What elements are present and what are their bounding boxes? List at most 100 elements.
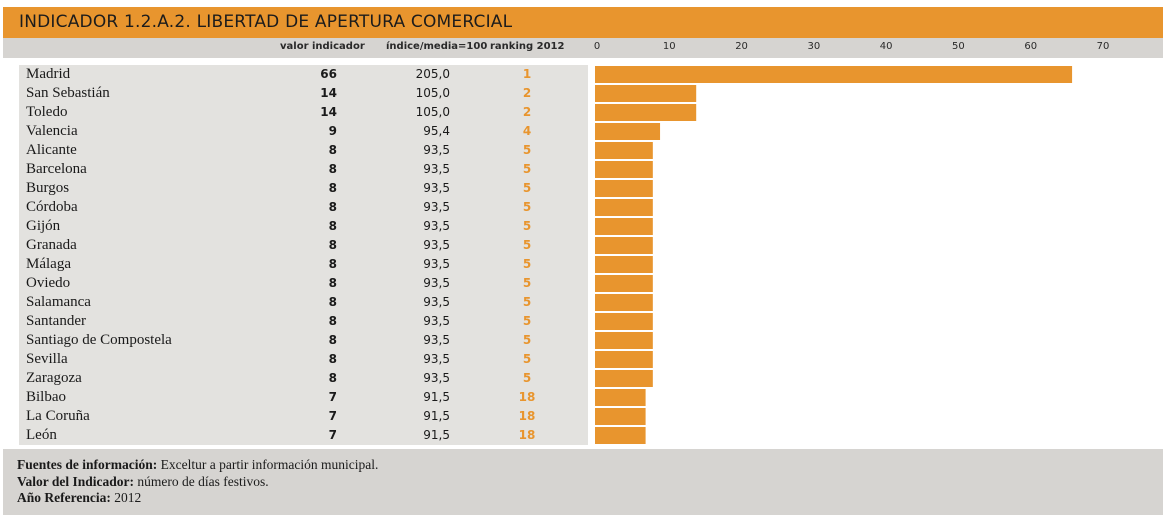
table-row: Málaga 8 93,5 5 xyxy=(19,255,588,274)
valor-indicador: 8 xyxy=(328,371,337,385)
table-row: Barcelona 8 93,5 5 xyxy=(19,160,588,179)
valor-indicador: 8 xyxy=(328,219,337,233)
indice-media: 105,0 xyxy=(415,105,450,119)
indice-media: 93,5 xyxy=(423,371,450,385)
column-header-bar xyxy=(3,38,1163,58)
table-row: Salamanca 8 93,5 5 xyxy=(19,293,588,312)
ranking-value: 5 xyxy=(522,352,532,366)
table-row: San Sebastián 14 105,0 2 xyxy=(19,84,588,103)
indice-media: 93,5 xyxy=(423,276,450,290)
city-name: Santiago de Compostela xyxy=(26,332,172,348)
valor-indicador: 8 xyxy=(328,333,337,347)
city-name: Sevilla xyxy=(26,351,68,367)
ranking-value: 5 xyxy=(522,143,532,157)
bar xyxy=(595,313,653,330)
anio-label: Año Referencia: xyxy=(17,490,111,505)
city-name: Oviedo xyxy=(26,275,71,291)
x-tick-label: 20 xyxy=(735,41,748,52)
bar xyxy=(595,199,653,216)
ranking-value: 5 xyxy=(522,314,532,328)
bar xyxy=(595,142,653,159)
footer-anio: Año Referencia: 2012 xyxy=(17,490,1163,507)
bar xyxy=(595,218,653,235)
table-row: Oviedo 8 93,5 5 xyxy=(19,274,588,293)
bar xyxy=(595,275,653,292)
valor-text: número de días festivos. xyxy=(134,473,269,489)
indice-media: 93,5 xyxy=(423,219,450,233)
valor-indicador: 8 xyxy=(328,257,337,271)
ranking-value: 5 xyxy=(522,219,532,233)
indice-media: 93,5 xyxy=(423,181,450,195)
table-row: Córdoba 8 93,5 5 xyxy=(19,198,588,217)
x-tick-label: 30 xyxy=(807,41,821,52)
indice-media: 93,5 xyxy=(423,143,450,157)
x-tick-label: 50 xyxy=(952,41,965,52)
indice-media: 91,5 xyxy=(423,409,450,423)
ranking-value: 5 xyxy=(522,200,532,214)
x-tick-label: 70 xyxy=(1096,41,1110,52)
footer-notes: Fuentes de información: Exceltur a parti… xyxy=(3,449,1163,515)
bar xyxy=(595,237,653,254)
x-tick-label: 0 xyxy=(593,41,601,52)
valor-indicador: 8 xyxy=(328,200,337,214)
header-indice-media: índice/media=100 xyxy=(386,41,488,52)
bar xyxy=(595,66,1073,83)
indice-media: 95,4 xyxy=(423,124,450,138)
anio-text: 2012 xyxy=(110,490,142,505)
bar xyxy=(595,161,653,178)
city-name: León xyxy=(26,427,57,443)
header-valor-indicador: valor indicador xyxy=(280,41,365,52)
valor-indicador: 7 xyxy=(328,390,337,404)
bar xyxy=(595,85,697,102)
city-name: Barcelona xyxy=(26,161,87,177)
city-name: Zaragoza xyxy=(26,370,82,386)
bar xyxy=(595,104,697,121)
city-name: Toledo xyxy=(26,104,68,120)
bar xyxy=(595,332,653,349)
ranking-value: 4 xyxy=(522,124,532,138)
table-row: Gijón 8 93,5 5 xyxy=(19,217,588,236)
valor-label: Valor del Indicador: xyxy=(17,473,135,489)
valor-indicador: 8 xyxy=(328,162,337,176)
table-row: Bilbao 7 91,5 18 xyxy=(19,388,588,407)
ranking-value: 5 xyxy=(522,238,532,252)
ranking-value: 1 xyxy=(522,67,532,81)
table-row: Sevilla 8 93,5 5 xyxy=(19,350,588,369)
bar xyxy=(595,256,653,273)
indice-media: 205,0 xyxy=(415,67,450,81)
valor-indicador: 8 xyxy=(328,238,337,252)
table-row: Granada 8 93,5 5 xyxy=(19,236,588,255)
city-name: Granada xyxy=(26,237,77,253)
ranking-value: 5 xyxy=(522,333,532,347)
valor-indicador: 9 xyxy=(328,124,337,138)
table-row: Madrid 66 205,0 1 xyxy=(19,65,588,84)
valor-indicador: 8 xyxy=(328,143,337,157)
valor-indicador: 14 xyxy=(320,86,337,100)
bar xyxy=(595,123,661,140)
indice-media: 93,5 xyxy=(423,314,450,328)
ranking-value: 18 xyxy=(518,390,536,404)
header-ranking: ranking 2012 xyxy=(490,41,565,52)
x-tick-label: 60 xyxy=(1024,41,1038,52)
table-row: Zaragoza 8 93,5 5 xyxy=(19,369,588,388)
indice-media: 93,5 xyxy=(423,295,450,309)
ranking-value: 5 xyxy=(522,295,532,309)
x-tick-label: 40 xyxy=(879,41,893,52)
indice-media: 93,5 xyxy=(423,333,450,347)
city-name: La Coruña xyxy=(26,408,90,424)
table-row: Santander 8 93,5 5 xyxy=(19,312,588,331)
bar xyxy=(595,408,646,425)
indice-media: 93,5 xyxy=(423,352,450,366)
ranking-value: 5 xyxy=(522,257,532,271)
city-name: San Sebastián xyxy=(26,85,110,101)
ranking-value: 5 xyxy=(522,181,532,195)
city-name: Santander xyxy=(26,313,86,329)
table-row: La Coruña 7 91,5 18 xyxy=(19,407,588,426)
ranking-value: 5 xyxy=(522,276,532,290)
valor-indicador: 14 xyxy=(320,105,337,119)
valor-indicador: 7 xyxy=(328,409,337,423)
city-name: Burgos xyxy=(26,180,70,196)
ranking-value: 18 xyxy=(518,409,536,423)
indice-media: 91,5 xyxy=(423,390,450,404)
fuentes-label: Fuentes de información: xyxy=(17,457,158,472)
